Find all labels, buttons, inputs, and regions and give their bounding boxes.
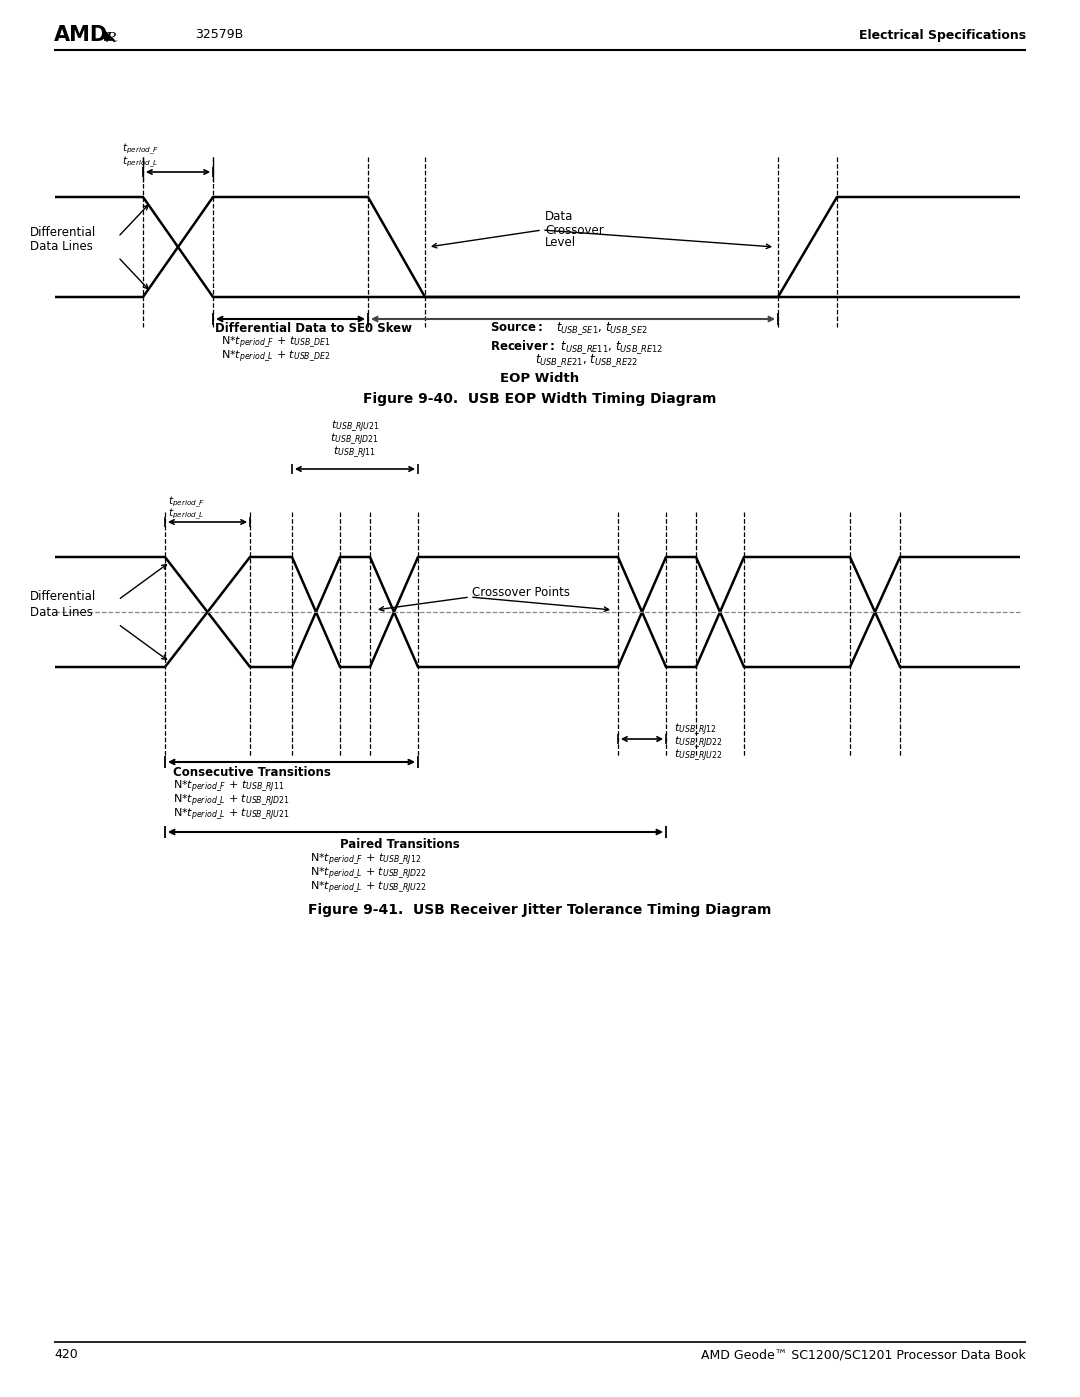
Text: $t_{USB\_RJ11}$: $t_{USB\_RJ11}$ xyxy=(334,444,377,460)
Text: N*$t_{period\_L}$ + $t_{USB\_RJD21}$: N*$t_{period\_L}$ + $t_{USB\_RJD21}$ xyxy=(173,792,291,807)
Text: Crossover Points: Crossover Points xyxy=(472,585,570,598)
Text: $\bf{Receiver:}$ $t_{USB\_RE11}$, $t_{USB\_RE12}$: $\bf{Receiver:}$ $t_{USB\_RE11}$, $t_{US… xyxy=(490,338,663,356)
Text: Differential Data to SE0 Skew: Differential Data to SE0 Skew xyxy=(215,323,411,335)
Text: N*$t_{period\_L}$ + $t_{USB\_RJU21}$: N*$t_{period\_L}$ + $t_{USB\_RJU21}$ xyxy=(173,806,289,821)
Text: $t_{period\_L}$: $t_{period\_L}$ xyxy=(168,506,204,521)
Text: N*$t_{period\_F}$ + $t_{USB\_DE1}$: N*$t_{period\_F}$ + $t_{USB\_DE1}$ xyxy=(221,334,330,349)
Text: Electrical Specifications: Electrical Specifications xyxy=(859,28,1026,42)
Text: $t_{period\_F}$: $t_{period\_F}$ xyxy=(122,141,159,156)
Text: Data Lines: Data Lines xyxy=(30,605,93,619)
Text: $\bf{Source:}$   $t_{USB\_SE1}$, $t_{USB\_SE2}$: $\bf{Source:}$ $t_{USB\_SE1}$, $t_{USB\_… xyxy=(490,321,648,337)
Text: N*$t_{period\_L}$ + $t_{USB\_RJU22}$: N*$t_{period\_L}$ + $t_{USB\_RJU22}$ xyxy=(310,879,427,895)
Text: N*$t_{period\_F}$ + $t_{USB\_RJ12}$: N*$t_{period\_F}$ + $t_{USB\_RJ12}$ xyxy=(310,851,421,868)
Text: Data: Data xyxy=(545,211,573,224)
Text: N*$t_{period\_L}$ + $t_{USB\_DE2}$: N*$t_{period\_L}$ + $t_{USB\_DE2}$ xyxy=(221,348,330,363)
Text: Consecutive Transitions: Consecutive Transitions xyxy=(173,766,330,778)
Text: N*$t_{period\_F}$ + $t_{USB\_RJ11}$: N*$t_{period\_F}$ + $t_{USB\_RJ11}$ xyxy=(173,778,284,793)
Text: AMD: AMD xyxy=(54,25,108,45)
Text: ◣: ◣ xyxy=(104,28,116,42)
Text: $t_{period\_L}$: $t_{period\_L}$ xyxy=(122,155,159,169)
Text: Level: Level xyxy=(545,236,576,250)
Text: $\mathbf{\mathcal{R}}$: $\mathbf{\mathcal{R}}$ xyxy=(104,29,119,45)
Text: Crossover: Crossover xyxy=(545,224,604,236)
Text: $t_{USB\_RJD22}$: $t_{USB\_RJD22}$ xyxy=(674,735,723,750)
Text: N*$t_{period\_L}$ + $t_{USB\_RJD22}$: N*$t_{period\_L}$ + $t_{USB\_RJD22}$ xyxy=(310,865,427,882)
Text: $t_{USB\_RJU22}$: $t_{USB\_RJU22}$ xyxy=(674,747,723,763)
Text: $t_{USB\_RJD21}$: $t_{USB\_RJD21}$ xyxy=(330,432,379,447)
Text: 32579B: 32579B xyxy=(195,28,243,42)
Text: Paired Transitions: Paired Transitions xyxy=(340,838,460,852)
Text: EOP Width: EOP Width xyxy=(500,373,580,386)
Text: Data Lines: Data Lines xyxy=(30,240,93,253)
Text: $t_{USB\_RJ12}$: $t_{USB\_RJ12}$ xyxy=(674,721,717,736)
Text: Figure 9-41.  USB Receiver Jitter Tolerance Timing Diagram: Figure 9-41. USB Receiver Jitter Toleran… xyxy=(308,902,772,916)
Text: 420: 420 xyxy=(54,1348,78,1362)
Text: $t_{USB\_RE21}$, $t_{USB\_RE22}$: $t_{USB\_RE21}$, $t_{USB\_RE22}$ xyxy=(535,352,638,369)
Text: Differential: Differential xyxy=(30,591,96,604)
Text: AMD Geode™ SC1200/SC1201 Processor Data Book: AMD Geode™ SC1200/SC1201 Processor Data … xyxy=(701,1348,1026,1362)
Text: Differential: Differential xyxy=(30,225,96,239)
Text: Figure 9-40.  USB EOP Width Timing Diagram: Figure 9-40. USB EOP Width Timing Diagra… xyxy=(363,393,717,407)
Text: $t_{USB\_RJU21}$: $t_{USB\_RJU21}$ xyxy=(330,418,379,434)
Text: $t_{period\_F}$: $t_{period\_F}$ xyxy=(168,495,205,510)
